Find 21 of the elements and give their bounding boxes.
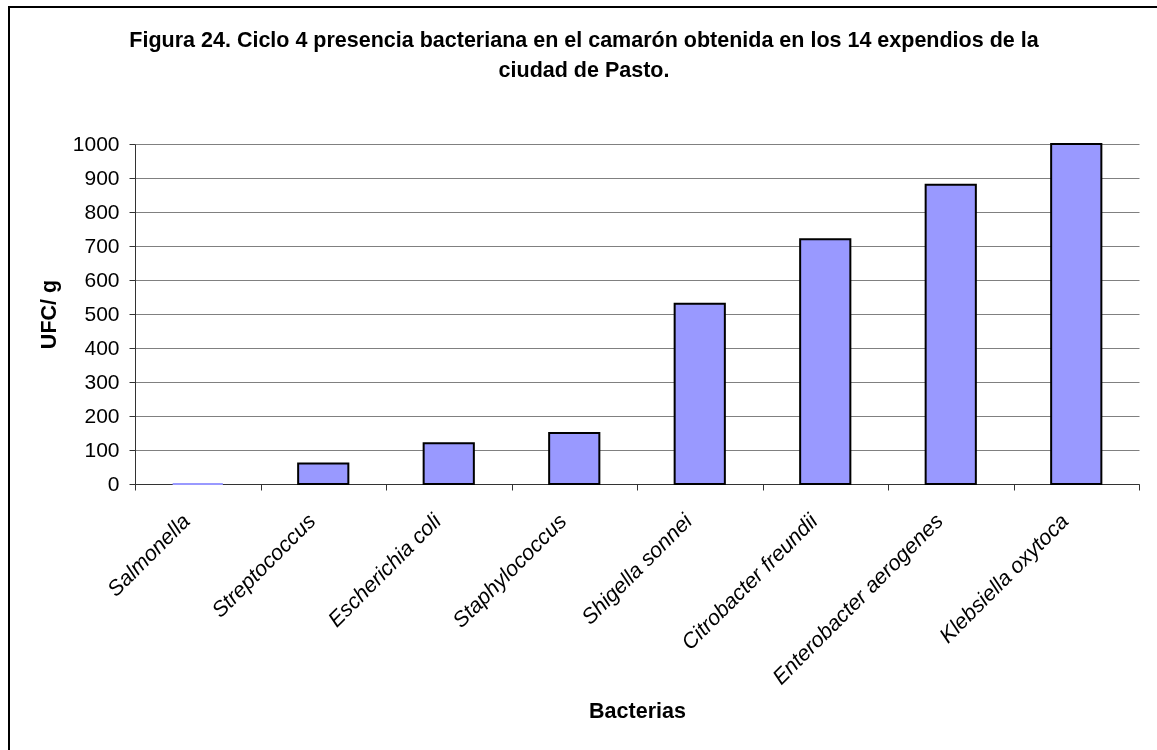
chart-title: Figura 24. Ciclo 4 presencia bacteriana en el camarón obtenida en los 14 expendios de la ciudad de Pasto. bbox=[129, 27, 1040, 82]
y-tick-label: 900 bbox=[84, 165, 120, 189]
bar bbox=[799, 238, 852, 485]
y-tick-label: 600 bbox=[84, 267, 120, 291]
y-tick-label: 200 bbox=[84, 403, 120, 427]
y-tick-label: 100 bbox=[84, 437, 120, 461]
bar bbox=[297, 462, 350, 485]
y-tick-label: 700 bbox=[84, 233, 120, 257]
bar bbox=[1050, 143, 1103, 485]
y-tick-label: 800 bbox=[84, 199, 120, 223]
bar bbox=[548, 432, 601, 485]
bar bbox=[924, 183, 977, 485]
bar bbox=[673, 302, 726, 485]
bar bbox=[422, 442, 475, 485]
y-tick-label: 300 bbox=[84, 369, 120, 393]
y-tick-label: 500 bbox=[84, 301, 120, 325]
x-axis-title: Bacterias bbox=[589, 698, 686, 723]
y-axis-title: UFC/ g bbox=[36, 279, 61, 350]
y-tick-label: 0 bbox=[107, 471, 120, 495]
y-tick-label: 1000 bbox=[72, 131, 120, 155]
y-tick-label: 400 bbox=[84, 335, 120, 359]
